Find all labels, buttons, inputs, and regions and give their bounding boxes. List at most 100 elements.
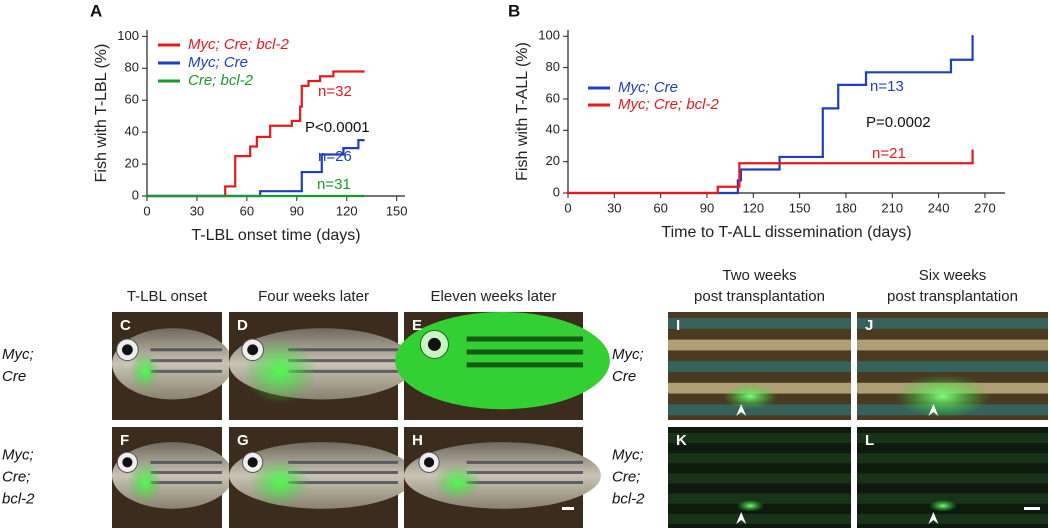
fish-stripe — [857, 453, 1048, 464]
fish-stripe — [668, 433, 851, 444]
y-tick-label: 100 — [117, 28, 139, 43]
y-tick-label: 0 — [132, 187, 139, 202]
y-tick-label: 60 — [546, 90, 560, 105]
photo — [229, 427, 415, 528]
legend-label: Myc; Cre — [188, 54, 248, 71]
annotation: n=31 — [317, 176, 351, 193]
panel-label: K — [676, 432, 687, 449]
annotation: P<0.0001 — [305, 119, 370, 136]
y-tick-label: 80 — [125, 60, 139, 75]
annotation: n=13 — [870, 78, 904, 95]
x-tick-label: 60 — [653, 200, 667, 215]
photo — [229, 312, 415, 420]
y-tick-label: 20 — [125, 156, 139, 171]
fluorescence — [130, 351, 160, 391]
panel-label: I — [676, 317, 680, 334]
fluorescence — [434, 464, 482, 501]
column-header: Two weeks — [722, 267, 796, 284]
fluorescence — [736, 499, 765, 512]
scale-bar — [562, 507, 574, 510]
scale-bar — [1024, 507, 1040, 510]
fish-body — [404, 442, 601, 509]
fish-stripe — [857, 361, 1048, 372]
x-tick-label: 60 — [240, 203, 254, 218]
annotation: n=32 — [318, 83, 352, 100]
fish-pupil — [424, 457, 435, 468]
x-tick-label: 120 — [742, 200, 764, 215]
x-tick-label: 120 — [336, 203, 358, 218]
y-axis-label: Fish with T-ALL (%) — [514, 42, 531, 181]
photo — [395, 312, 610, 420]
panel-label: C — [120, 317, 131, 334]
panel-label: F — [120, 432, 129, 449]
fish-stripe — [857, 473, 1048, 484]
panel-label: E — [412, 317, 422, 334]
arrowhead — [928, 512, 939, 524]
row-label: Myc; — [2, 446, 34, 463]
fish-stripe — [668, 361, 851, 372]
x-tick-label: 30 — [607, 200, 621, 215]
y-tick-label: 0 — [553, 184, 560, 199]
y-tick-label: 60 — [125, 92, 139, 107]
column-header: Four weeks later — [258, 288, 369, 305]
column-header: post transplantation — [694, 288, 825, 305]
column-header: Six weeks — [919, 267, 987, 284]
panel-label: G — [237, 432, 249, 449]
fluorescence — [249, 458, 310, 507]
x-tick-label: 90 — [700, 200, 714, 215]
fish-stripe — [668, 404, 851, 416]
panel-label: A — [90, 1, 102, 20]
row-label: Cre — [2, 368, 26, 385]
row-label: Myc; — [612, 446, 644, 463]
arrowhead — [736, 512, 747, 524]
x-axis-label: Time to T-ALL dissemination (days) — [661, 224, 911, 241]
column-header: Eleven weeks later — [431, 288, 557, 305]
fish-pupil — [247, 457, 258, 468]
panel-label: B — [508, 1, 520, 20]
x-tick-label: 90 — [290, 203, 304, 218]
legend-label: Myc; Cre; bcl-2 — [188, 36, 290, 53]
photo — [857, 427, 1048, 528]
x-tick-label: 270 — [974, 200, 996, 215]
fish-stripe — [857, 513, 1048, 524]
y-tick-label: 20 — [546, 153, 560, 168]
legend-label: Cre; bcl-2 — [188, 72, 254, 89]
fluorescence — [722, 383, 778, 410]
fish-stripe — [668, 453, 851, 464]
photo — [404, 427, 601, 528]
fish-stripe — [668, 318, 851, 329]
fluorescence — [895, 374, 991, 418]
row-label: Myc; — [2, 346, 34, 363]
row-label: Cre; — [2, 468, 30, 485]
x-tick-label: 30 — [190, 203, 204, 218]
panel-label: J — [865, 317, 873, 334]
fish-stripe — [857, 433, 1048, 444]
x-tick-label: 150 — [386, 203, 408, 218]
photo — [112, 312, 233, 420]
fish-stripe — [668, 493, 851, 504]
legend-label: Myc; Cre; bcl-2 — [618, 96, 720, 113]
annotation: P=0.0002 — [866, 114, 931, 131]
fish-pupil — [122, 344, 133, 356]
x-tick-label: 0 — [564, 200, 571, 215]
fish-stripe — [668, 513, 851, 524]
y-axis-label: Fish with T-LBL (%) — [93, 44, 110, 183]
photo — [112, 427, 233, 528]
x-tick-label: 150 — [789, 200, 811, 215]
fluorescence — [928, 499, 958, 512]
column-header: T-LBL onset — [127, 288, 208, 305]
x-axis-label: T-LBL onset time (days) — [191, 227, 360, 244]
x-tick-label: 210 — [881, 200, 903, 215]
y-tick-label: 80 — [546, 59, 560, 74]
fish-stripe — [668, 473, 851, 484]
arrowhead — [928, 404, 939, 416]
row-label: bcl-2 — [612, 490, 645, 507]
row-label: bcl-2 — [2, 490, 35, 507]
fish-pupil — [122, 457, 133, 468]
panel-label: H — [412, 432, 423, 449]
x-tick-label: 180 — [835, 200, 857, 215]
row-label: Cre — [612, 368, 636, 385]
y-tick-label: 100 — [538, 28, 560, 43]
column-header: post transplantation — [887, 288, 1018, 305]
